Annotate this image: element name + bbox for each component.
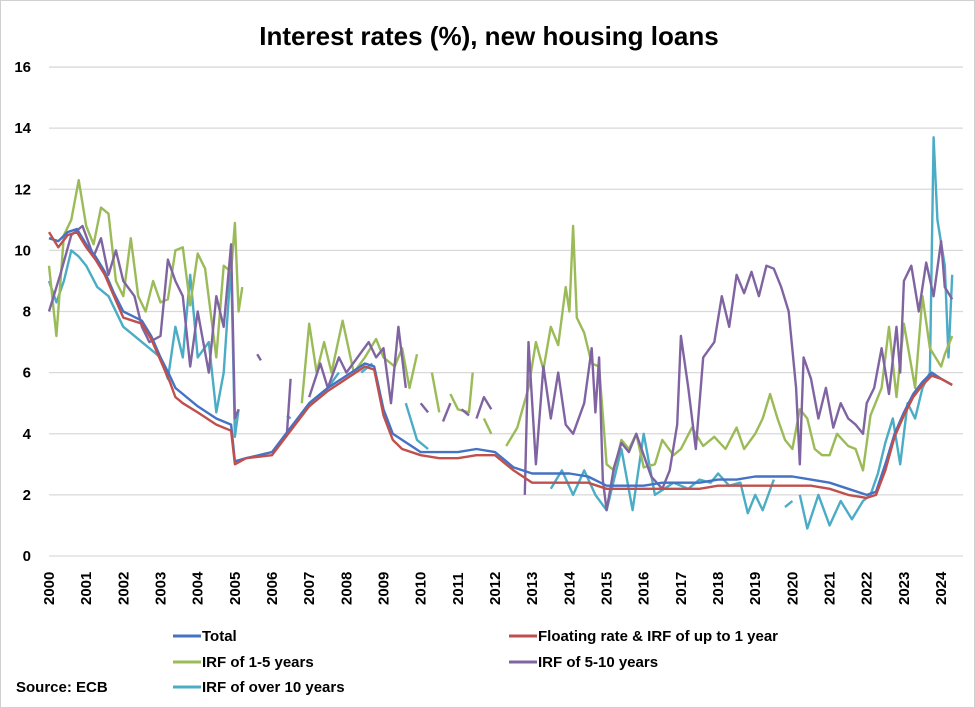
x-tick-label: 2014	[561, 571, 578, 605]
x-axis-ticks: 2000 2001 2002 2003 2004 2005 2006 2007 2008 2009…	[41, 571, 950, 605]
x-tick-label: 2020	[784, 572, 801, 605]
legend-label: Total	[202, 628, 237, 645]
x-tick-label: 2003	[153, 572, 170, 605]
x-tick-label: 2019	[747, 572, 764, 605]
x-tick-label: 2005	[227, 572, 244, 605]
x-tick-label: 2001	[78, 572, 95, 605]
x-tick-label: 2002	[115, 572, 132, 605]
source-note: Source: ECB	[16, 679, 108, 696]
y-tick-label: 14	[14, 120, 31, 137]
x-tick-label: 2007	[301, 572, 318, 605]
legend-label: IRF of over 10 years	[202, 679, 345, 696]
x-tick-label: 2022	[859, 572, 876, 605]
x-tick-label: 2017	[673, 572, 690, 605]
chart-title: Interest rates (%), new housing loans	[259, 21, 718, 51]
x-tick-label: 2024	[933, 571, 950, 605]
series-line-1	[47, 230, 953, 500]
y-tick-label: 8	[23, 304, 31, 321]
x-tick-label: 2004	[190, 571, 207, 605]
legend-label: Floating rate & IRF of up to 1 year	[538, 628, 778, 645]
y-tick-label: 0	[23, 548, 31, 565]
y-tick-label: 6	[23, 365, 31, 382]
series-lines	[47, 136, 954, 530]
x-tick-label: 2010	[413, 572, 430, 605]
x-tick-label: 2006	[264, 572, 281, 605]
y-tick-label: 4	[23, 426, 32, 443]
y-tick-label: 16	[14, 59, 31, 76]
x-tick-label: 2011	[450, 572, 467, 605]
series-line-4	[47, 136, 954, 530]
gridlines	[49, 66, 963, 557]
legend-label: IRF of 1-5 years	[202, 654, 314, 671]
x-tick-label: 2008	[338, 572, 355, 605]
x-tick-label: 2021	[822, 572, 839, 605]
y-tick-label: 10	[14, 242, 31, 259]
y-axis-ticks: 0 2 4 6 8 10 12 14 16	[14, 59, 31, 565]
x-tick-label: 2012	[487, 572, 504, 605]
legend-label: IRF of 5-10 years	[538, 654, 658, 671]
x-tick-label: 2015	[599, 572, 616, 605]
x-tick-label: 2009	[376, 572, 393, 605]
x-tick-label: 2016	[636, 572, 653, 605]
x-tick-label: 2013	[524, 572, 541, 605]
series-line-3	[47, 224, 954, 512]
y-tick-label: 12	[14, 181, 31, 198]
y-tick-label: 2	[23, 487, 31, 504]
x-tick-label: 2023	[896, 572, 913, 605]
x-tick-label: 2018	[710, 572, 727, 605]
legend: Total Floating rate & IRF of up to 1 year…	[173, 628, 778, 696]
x-tick-label: 2000	[41, 572, 58, 605]
